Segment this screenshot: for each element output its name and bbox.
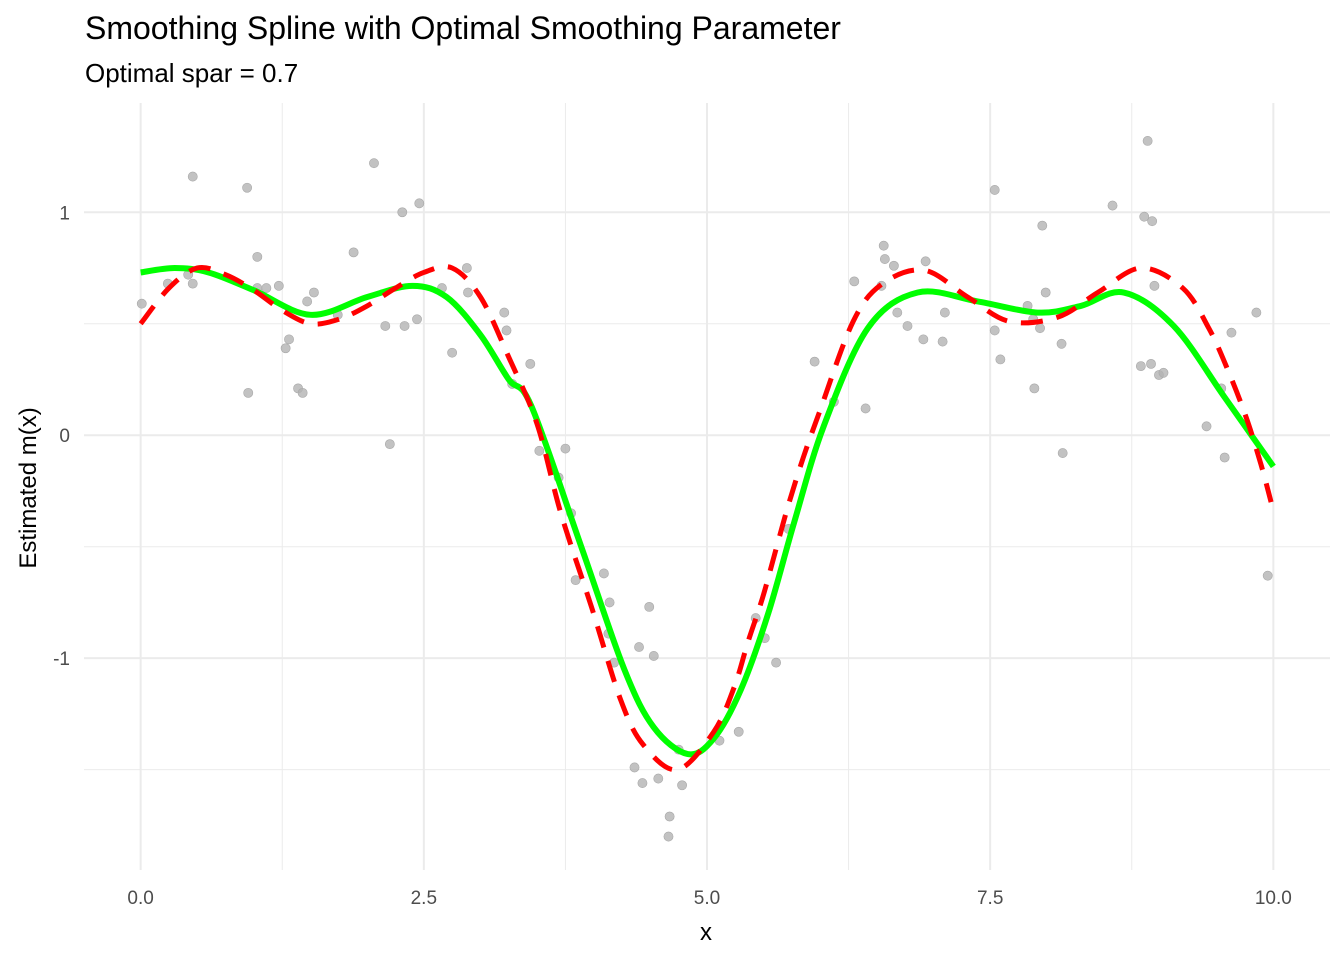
grid [84,103,1330,870]
data-point [252,251,263,262]
data-point [297,387,308,398]
data-point [273,280,284,291]
fitted-spline-line [140,264,1276,758]
data-point [809,356,820,367]
data-point [653,773,664,784]
x-tick-label: 7.5 [977,888,1003,909]
data-point [1035,323,1045,334]
data-point [1226,327,1237,338]
data-point [939,307,950,318]
data-point [499,307,510,318]
data-point [920,256,931,267]
data-point [1149,280,1160,291]
data-point [243,387,254,398]
data-point [1201,421,1212,432]
data-point [648,651,659,661]
data-point [1158,367,1169,378]
data-point [414,198,425,209]
data-point [397,207,408,218]
data-point [1037,220,1048,231]
data-point [380,321,391,331]
data-point [1147,216,1158,227]
tick-labels: 0.0 2.5 5.0 7.5 10.0 -1 0 1 [53,203,1292,909]
data-point [412,314,422,325]
data-point [1029,383,1040,394]
x-tick-label: 5.0 [694,888,720,909]
data-point [461,263,472,273]
data-point [1219,452,1230,463]
data-point [1262,570,1273,581]
data-point [989,185,1000,195]
data-point [1142,136,1153,146]
chart-subtitle: Optimal spar = 0.7 [85,58,299,88]
data-point [369,158,379,169]
data-point [348,247,359,258]
data-point [1146,358,1156,369]
data-point [849,276,860,287]
data-point [384,439,395,450]
data-point [860,403,871,414]
data-point [1139,211,1150,222]
data-point [309,287,319,298]
data-point [663,831,674,842]
data-point [644,602,655,612]
data-point [995,354,1006,365]
data-point [879,254,890,264]
data-point [664,811,675,822]
chart-title: Smoothing Spline with Optimal Smoothing … [85,10,841,46]
data-point [902,321,913,331]
data-point [892,307,903,318]
data-point [1040,287,1051,298]
x-tick-label: 2.5 [411,888,437,909]
data-point [918,334,929,345]
data-point [1251,307,1262,318]
data-point [677,780,687,791]
y-tick-label: 0 [59,426,70,447]
data-point [187,278,198,289]
data-point [771,657,781,668]
data-point [599,568,609,579]
data-point [501,325,512,336]
curves [138,264,1276,773]
data-point [878,240,889,251]
data-point [280,343,291,354]
data-point [634,642,644,652]
data-point [447,347,458,358]
x-tick-label: 0.0 [127,888,153,909]
data-point [463,287,473,298]
data-point [261,283,272,293]
data-point [733,726,744,737]
data-point [136,298,147,309]
data-point [1107,200,1118,211]
x-axis-label: x [700,919,712,946]
data-point [629,762,640,773]
data-point [525,358,536,369]
data-point [889,260,899,271]
data-point [937,336,948,347]
true-function-line [138,264,1274,773]
data-point [534,445,545,456]
data-point [604,597,615,608]
y-tick-label: -1 [53,649,70,670]
data-point [1135,361,1146,371]
data-point [1056,338,1067,349]
y-tick-label: 1 [59,203,70,224]
data-point [1057,448,1068,458]
data-point [187,171,198,182]
data-point [570,575,581,586]
data-point [302,296,313,307]
data-point [560,443,571,454]
data-point [989,325,1000,336]
data-points [136,136,1273,842]
data-point [637,778,648,788]
data-point [399,321,410,331]
data-point [284,334,294,345]
data-point [242,182,253,193]
y-axis-label: Estimated m(x) [15,407,42,568]
x-tick-label: 10.0 [1255,888,1292,909]
